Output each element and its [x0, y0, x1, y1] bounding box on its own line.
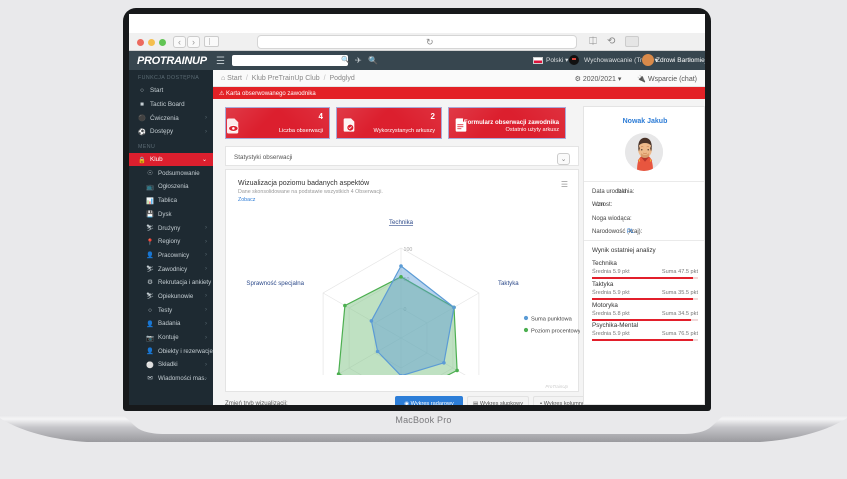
svg-text:Technika: Technika: [389, 219, 414, 226]
svg-text:100: 100: [404, 247, 413, 253]
svg-text:Poziom procentowy: Poziom procentowy: [531, 329, 580, 335]
svg-text:Suma punktowa: Suma punktowa: [531, 317, 573, 323]
svg-text:Sprawność specjalna: Sprawność specjalna: [246, 280, 304, 287]
svg-text:Taktyka: Taktyka: [498, 280, 519, 287]
